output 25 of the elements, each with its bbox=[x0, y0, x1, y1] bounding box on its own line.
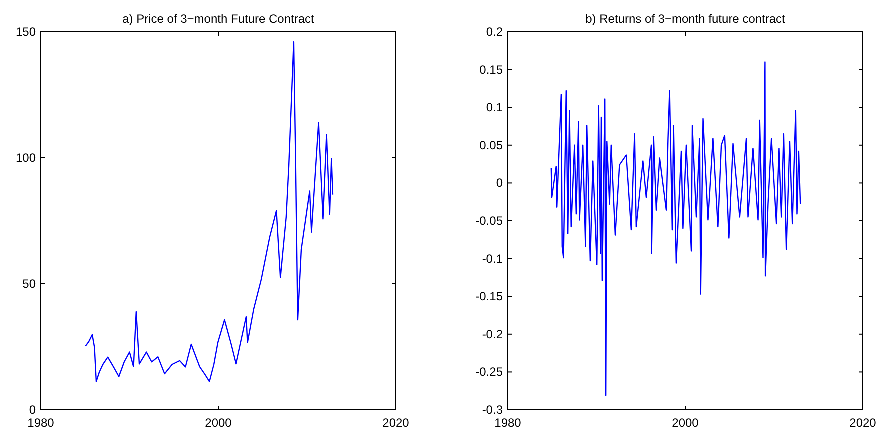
line-series bbox=[85, 41, 334, 382]
x-tick-label: 1980 bbox=[494, 416, 522, 430]
line-series bbox=[550, 62, 802, 396]
x-tick-label: 2020 bbox=[850, 416, 877, 430]
chart-title: b) Returns of 3−month future contract bbox=[586, 12, 786, 26]
y-tick-label: -0.15 bbox=[476, 290, 504, 304]
y-tick-label: -0.25 bbox=[476, 365, 504, 380]
y-tick-label: 50 bbox=[22, 277, 36, 291]
x-tick-label: 2000 bbox=[205, 416, 232, 430]
x-tick-label: 2000 bbox=[672, 416, 700, 430]
y-tick-label: -0.2 bbox=[482, 327, 504, 342]
x-tick-label: 1980 bbox=[28, 416, 55, 430]
y-tick-label: -0.1 bbox=[482, 252, 504, 266]
y-tick-label: 0 bbox=[496, 176, 504, 190]
y-tick-label: -0.05 bbox=[476, 214, 504, 228]
y-tick-label: 150 bbox=[16, 25, 36, 39]
y-tick-label: 0.2 bbox=[486, 25, 504, 39]
y-tick-label: -0.3 bbox=[482, 403, 504, 417]
y-tick-label: 0.1 bbox=[486, 100, 504, 115]
y-tick-label: 100 bbox=[16, 151, 36, 165]
y-tick-label: 0.05 bbox=[480, 138, 504, 152]
chart-title: a) Price of 3−month Future Contract bbox=[122, 12, 316, 26]
y-tick-label: 0 bbox=[29, 403, 36, 417]
x-tick-label: 2020 bbox=[382, 416, 410, 430]
y-tick-label: 0.15 bbox=[480, 62, 504, 77]
